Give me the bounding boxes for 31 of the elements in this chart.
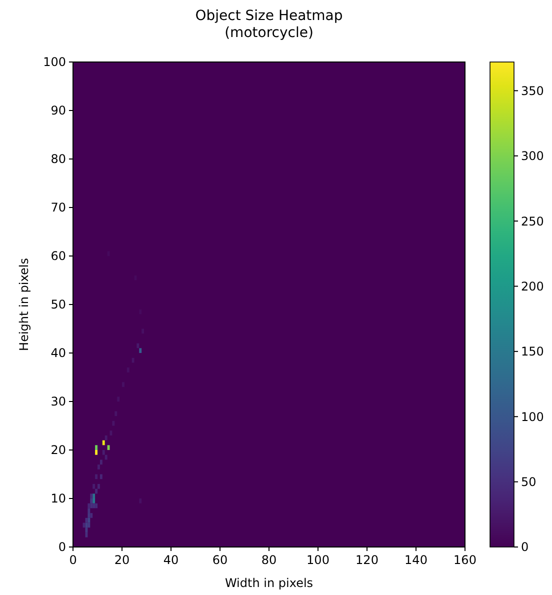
- color-bar-label: 200: [521, 279, 544, 294]
- x-tick-label: 20: [114, 553, 130, 567]
- y-tick-label: 70: [50, 200, 66, 215]
- x-axis-title: Width in pixels: [224, 576, 314, 590]
- chart-title: Object Size Heatmap (motorcycle): [195, 8, 343, 41]
- y-tick-label: 100: [43, 55, 66, 70]
- y-tick-label: 30: [50, 394, 66, 409]
- y-tick-label: 40: [50, 346, 66, 360]
- y-tick-label: 80: [50, 152, 66, 166]
- color-bar-label: 50: [521, 475, 536, 490]
- x-tick-label: 160: [454, 553, 476, 567]
- color-bar-label: 300: [521, 149, 544, 164]
- color-bar-label: 100: [521, 410, 544, 424]
- y-tick-label: 60: [50, 249, 66, 264]
- y-tick-label: 0: [58, 540, 66, 554]
- color-bar-label: 350: [521, 84, 544, 98]
- x-tick-label: 0: [69, 553, 77, 567]
- y-tick-label: 20: [50, 443, 66, 458]
- x-tick-label: 80: [261, 553, 277, 567]
- x-tick-label: 60: [212, 553, 228, 567]
- y-tick-label: 50: [50, 298, 66, 312]
- color-bar-label: 150: [521, 344, 544, 359]
- color-bar-label: 0: [521, 540, 529, 554]
- x-tick-label: 100: [306, 553, 330, 567]
- x-tick-label: 140: [404, 553, 428, 567]
- color-bar-label: 250: [521, 214, 544, 228]
- x-tick-label: 120: [356, 553, 378, 567]
- x-tick-label: 40: [163, 553, 179, 567]
- y-axis-title: Height in pixels: [17, 258, 31, 351]
- y-tick-label: 10: [50, 492, 66, 506]
- y-tick-label: 90: [50, 104, 66, 118]
